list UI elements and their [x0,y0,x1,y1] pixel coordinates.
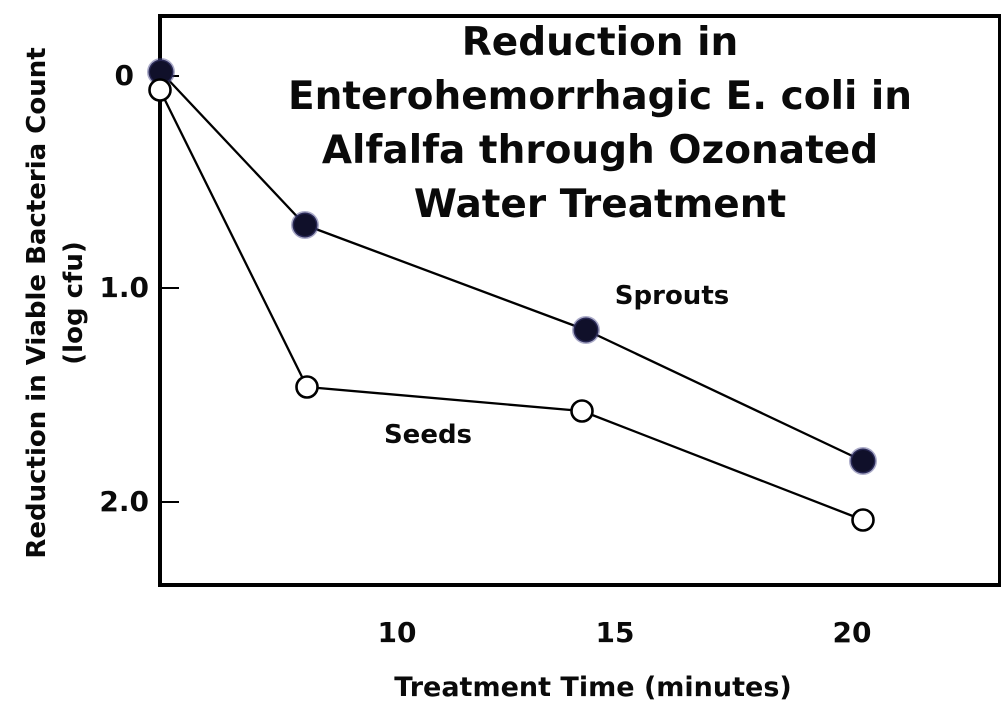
data-point-marker-filled [572,316,600,344]
chart-title-line-4: Water Treatment [413,182,787,227]
chart-title-line-1: Reduction in [461,20,739,65]
data-point-marker-filled [291,211,319,239]
sprouts-line [160,71,864,463]
x-tick-label: 20 [832,616,872,649]
series-label-sprouts: Sprouts [614,281,730,311]
data-point-marker-open [570,399,594,423]
data-point-marker-open [148,78,172,102]
seeds-line [158,89,864,522]
y-tick-label: 2.0 [99,485,149,518]
series-label-seeds: Seeds [383,420,473,450]
x-tick-label: 10 [377,616,417,649]
data-point-marker-open [851,508,875,532]
chart-title-line-2: Enterohemorrhagic E. coli in [287,74,913,119]
y-tick-label: 1.0 [99,271,149,304]
y-tick-label: 0 [114,59,134,92]
chart-title-line-3: Alfalfa through Ozonated [321,128,879,173]
plot-area [158,14,1001,587]
x-tick-label: 15 [595,616,635,649]
data-point-marker-open [295,375,319,399]
data-point-marker-filled [849,447,877,475]
x-axis-title: Treatment Time (minutes) [394,672,792,703]
chart-title: Reduction in Enterohemorrhagic E. coli i… [240,16,960,232]
